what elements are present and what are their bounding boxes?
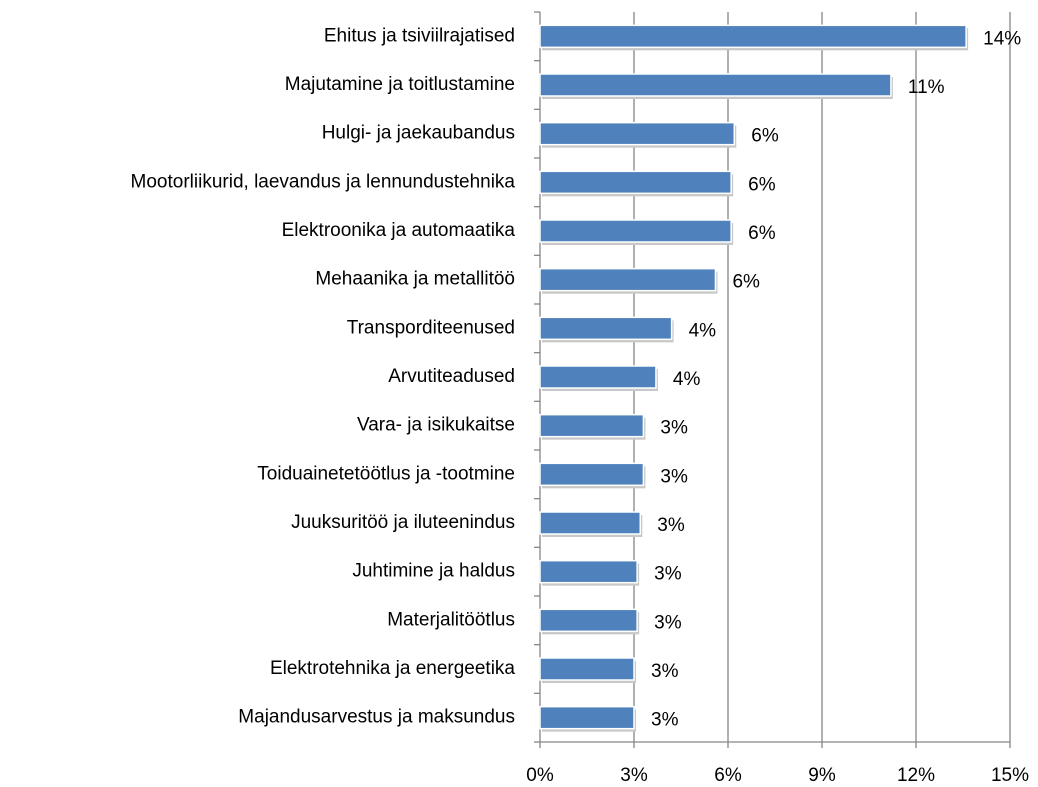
bar bbox=[539, 267, 717, 292]
y-tick-label: Juhtimine ja haldus bbox=[352, 561, 515, 582]
y-tick-label: Transporditeenused bbox=[347, 317, 515, 338]
x-tick-label: 6% bbox=[714, 765, 742, 786]
value-label: 4% bbox=[673, 369, 701, 390]
value-label: 6% bbox=[748, 223, 776, 244]
value-label: 4% bbox=[689, 320, 717, 341]
bar bbox=[539, 24, 967, 49]
y-tick-label: Mehaanika ja metallitöö bbox=[315, 269, 515, 290]
value-label: 3% bbox=[657, 515, 685, 536]
bar bbox=[539, 73, 892, 97]
bar bbox=[539, 413, 645, 438]
bar bbox=[539, 608, 638, 633]
value-label: 6% bbox=[732, 272, 760, 293]
y-tick-label: Arvutiteadused bbox=[388, 366, 515, 387]
value-label: 3% bbox=[654, 612, 682, 633]
bar bbox=[539, 316, 673, 341]
value-label: 3% bbox=[660, 466, 688, 487]
y-tick-label: Ehitus ja tsiviilrajatised bbox=[324, 25, 515, 46]
bar bbox=[539, 121, 736, 146]
y-tick-label: Elektroonika ja automaatika bbox=[282, 220, 516, 241]
y-tick-label: Hulgi- ja jaekaubandus bbox=[322, 123, 515, 144]
y-tick-label: Materjalitöötlus bbox=[387, 609, 515, 630]
bar bbox=[539, 365, 657, 389]
value-label: 6% bbox=[751, 126, 779, 147]
value-label: 6% bbox=[748, 174, 776, 195]
bar bbox=[539, 559, 638, 584]
value-label: 11% bbox=[908, 77, 945, 98]
value-label: 3% bbox=[654, 564, 682, 585]
y-tick-label: Vara- ja isikukaitse bbox=[357, 415, 515, 436]
bar bbox=[539, 657, 635, 681]
value-label: 14% bbox=[983, 28, 1021, 49]
y-tick-label: Majutamine ja toitlustamine bbox=[285, 74, 515, 95]
y-tick-label: Elektrotehnika ja energeetika bbox=[270, 658, 515, 679]
x-tick-label: 3% bbox=[620, 765, 648, 786]
bar bbox=[539, 462, 645, 487]
bar bbox=[539, 219, 732, 243]
x-tick-label: 9% bbox=[808, 765, 836, 786]
y-tick-label: Mootorliikurid, laevandus ja lennunduste… bbox=[131, 171, 516, 192]
y-tick-label: Toiduainetetöötlus ja -tootmine bbox=[257, 463, 515, 484]
value-label: 3% bbox=[651, 710, 679, 731]
value-label: 3% bbox=[651, 661, 679, 682]
x-tick-label: 15% bbox=[991, 765, 1029, 786]
bar bbox=[539, 511, 642, 535]
y-tick-label: Majandusarvestus ja maksundus bbox=[238, 707, 515, 728]
y-tick-label: Juuksuritöö ja iluteenindus bbox=[291, 512, 515, 533]
bar bbox=[539, 705, 635, 730]
x-tick-label: 12% bbox=[897, 765, 935, 786]
value-label: 3% bbox=[660, 418, 688, 439]
bar bbox=[539, 170, 732, 195]
x-tick-label: 0% bbox=[526, 765, 554, 786]
